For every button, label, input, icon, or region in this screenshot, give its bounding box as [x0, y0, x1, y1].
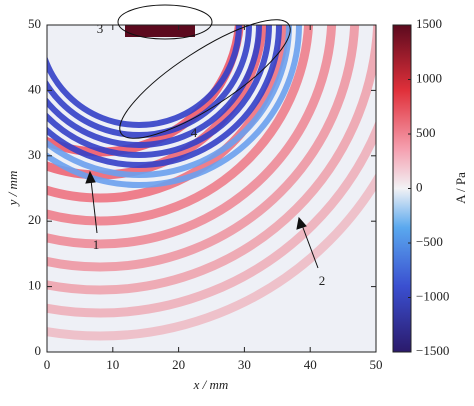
y-tick-label: 0: [35, 343, 42, 358]
annotation: 2: [319, 273, 326, 288]
wave-blue: [47, 25, 282, 168]
annotation: 4: [191, 125, 198, 140]
colorbar-tick-label: 0: [416, 179, 423, 194]
source-band: [125, 25, 195, 37]
wave-red: [47, 172, 376, 341]
y-tick-label: 40: [28, 81, 41, 96]
wave-red: [47, 25, 337, 249]
x-tick-label: 0: [44, 357, 51, 372]
annotation: 1: [93, 237, 100, 252]
colorbar-tick-label: −500: [416, 234, 443, 249]
wave-red: [47, 25, 376, 295]
colorbar-tick-label: −1000: [416, 288, 449, 303]
wave-red: [47, 25, 267, 180]
wave-blue: [47, 25, 262, 148]
x-tick-label: 40: [304, 357, 317, 372]
y-axis-label: y / mm: [5, 171, 20, 208]
wave-blue: [47, 25, 302, 188]
x-tick-label: 30: [238, 357, 251, 372]
field: [47, 25, 376, 352]
annotation: 3: [97, 21, 104, 36]
colorbar-label: A / Pa: [453, 172, 468, 204]
colorbar-tick-label: 1000: [416, 70, 442, 85]
colorbar-tick-label: 1500: [416, 16, 442, 31]
x-tick-label: 10: [106, 357, 119, 372]
y-tick-label: 20: [28, 212, 41, 227]
x-tick-label: 50: [370, 357, 383, 372]
wave-red: [47, 25, 291, 203]
y-tick-label: 30: [28, 147, 41, 162]
x-tick-label: 20: [172, 357, 185, 372]
annotation-shapes: [85, 4, 319, 269]
wave-red: [47, 25, 314, 226]
colorbar-tick-label: −1500: [416, 343, 449, 358]
x-axis-label: x / mm: [193, 377, 229, 392]
y-tick-label: 50: [28, 16, 41, 31]
wave-blue: [47, 25, 242, 128]
y-tick-label: 10: [28, 278, 41, 293]
wave-blue: [47, 25, 292, 178]
wave-blue: [47, 25, 252, 138]
wave-red: [47, 120, 376, 318]
wave-red: [47, 25, 360, 272]
wave-blue: [47, 25, 272, 158]
colorbar-tick-label: 500: [416, 125, 436, 140]
